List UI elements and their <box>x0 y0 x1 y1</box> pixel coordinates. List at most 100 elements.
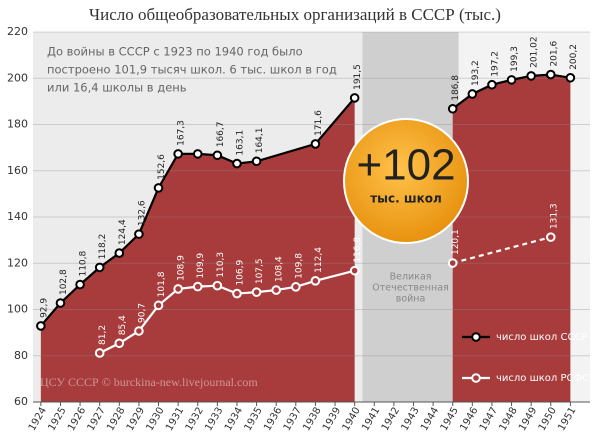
point <box>310 139 321 149</box>
value-label: 92,9 <box>39 298 49 318</box>
point <box>114 338 125 349</box>
legend-label: число школ РСФСР <box>496 373 595 384</box>
point <box>447 103 458 114</box>
series-line <box>452 236 552 265</box>
annotation: построено 101,9 тысяч школ. 6 тыс. школ … <box>47 63 337 77</box>
x-tick-label: 1936 <box>262 406 284 434</box>
value-label: 109,9 <box>196 253 206 279</box>
point <box>232 158 242 169</box>
value-label: 186,8 <box>451 75 461 101</box>
x-tick-label: 1950 <box>537 406 559 434</box>
y-tick-label: 100 <box>7 303 28 316</box>
value-label: 201,02 <box>530 36 540 68</box>
point <box>75 279 85 290</box>
legend-label: число школ СССР <box>496 332 587 343</box>
source: ЦСУ СССР © burckina-new.livejournal.com <box>40 375 258 389</box>
x-tick-label: 1932 <box>184 406 206 434</box>
x-tick-label: 1939 <box>321 406 343 434</box>
value-label: 191,5 <box>353 64 363 90</box>
y-tick-label: 80 <box>14 349 28 362</box>
x-tick-label: 1925 <box>46 406 68 434</box>
value-label: 193,2 <box>471 60 481 86</box>
badge-unit: тыс. школ <box>370 192 442 206</box>
point <box>271 285 281 295</box>
point <box>467 89 478 99</box>
chart-title: Число общеобразовательных организаций в … <box>89 5 501 24</box>
value-label: 110,8 <box>79 250 89 276</box>
point <box>349 93 360 103</box>
y-tick-label: 200 <box>7 71 28 84</box>
x-tick-label: 1934 <box>223 406 245 434</box>
x-tick-label: 1927 <box>86 406 108 434</box>
value-label: 85,4 <box>118 315 128 335</box>
legend-marker <box>471 373 481 383</box>
point <box>565 72 576 83</box>
y-tick-label: 60 <box>14 395 28 408</box>
point <box>94 348 105 358</box>
x-tick-label: 1941 <box>360 406 382 434</box>
point <box>232 288 242 299</box>
y-tick-label: 120 <box>7 256 28 269</box>
value-label: 90,7 <box>137 303 147 323</box>
x-tick-label: 1945 <box>439 406 461 434</box>
point <box>291 282 301 292</box>
value-label: 200,2 <box>569 44 579 70</box>
x-tick-label: 1940 <box>341 406 363 434</box>
x-tick-label: 1947 <box>478 406 500 434</box>
x-tick-label: 1924 <box>27 406 49 434</box>
point <box>487 79 497 90</box>
x-tick-label: 1938 <box>301 406 323 434</box>
x-tick-label: 1951 <box>556 406 578 434</box>
value-label: 108,4 <box>275 256 285 282</box>
point <box>506 75 517 85</box>
y-tick-label: 180 <box>7 118 28 131</box>
point <box>153 183 164 193</box>
annotation: До войны в СССР с 1923 по 1940 год было <box>47 45 303 59</box>
value-label: 131,3 <box>549 203 559 229</box>
point <box>212 150 223 161</box>
point <box>173 284 183 294</box>
x-tick-label: 1930 <box>144 406 166 434</box>
point <box>192 281 203 292</box>
value-label: 118,2 <box>98 234 108 260</box>
point <box>134 326 144 336</box>
x-tick-label: 1943 <box>399 406 421 434</box>
y-tick-label: 220 <box>7 25 28 38</box>
point <box>545 232 556 242</box>
badge-value: +102 <box>356 141 455 190</box>
point <box>349 265 360 276</box>
value-label: 201,6 <box>549 41 559 67</box>
value-label: 124,4 <box>118 219 128 245</box>
x-tick-label: 1931 <box>164 406 186 434</box>
x-tick-label: 1942 <box>380 406 402 434</box>
value-label: 108,9 <box>177 255 187 281</box>
badge-circle <box>343 118 469 244</box>
point <box>251 287 262 297</box>
value-label: 167,3 <box>177 120 187 146</box>
value-label: 109,8 <box>294 253 304 279</box>
x-tick-label: 1935 <box>243 406 265 434</box>
x-tick-label: 1937 <box>282 406 304 434</box>
point <box>134 229 144 239</box>
value-label: 81,2 <box>98 325 108 345</box>
point <box>192 149 203 159</box>
x-tick-label: 1944 <box>419 406 441 434</box>
value-label: 199,3 <box>510 46 520 72</box>
value-label: 152,6 <box>157 154 167 180</box>
value-label: 102,8 <box>59 269 69 295</box>
war-label: Великая <box>390 272 432 283</box>
point <box>114 248 125 258</box>
value-label: 163,1 <box>235 130 245 156</box>
point <box>94 262 105 273</box>
point <box>173 149 183 159</box>
x-tick-label: 1948 <box>497 406 519 434</box>
value-label: 112,4 <box>314 247 324 273</box>
value-label: 116,8 <box>353 237 363 263</box>
value-label: 120,1 <box>451 229 461 255</box>
value-label: 164,1 <box>255 128 265 154</box>
x-tick-label: 1929 <box>125 406 147 434</box>
x-tick-label: 1946 <box>458 406 480 434</box>
point <box>153 300 164 311</box>
x-tick-label: 1928 <box>105 406 127 434</box>
